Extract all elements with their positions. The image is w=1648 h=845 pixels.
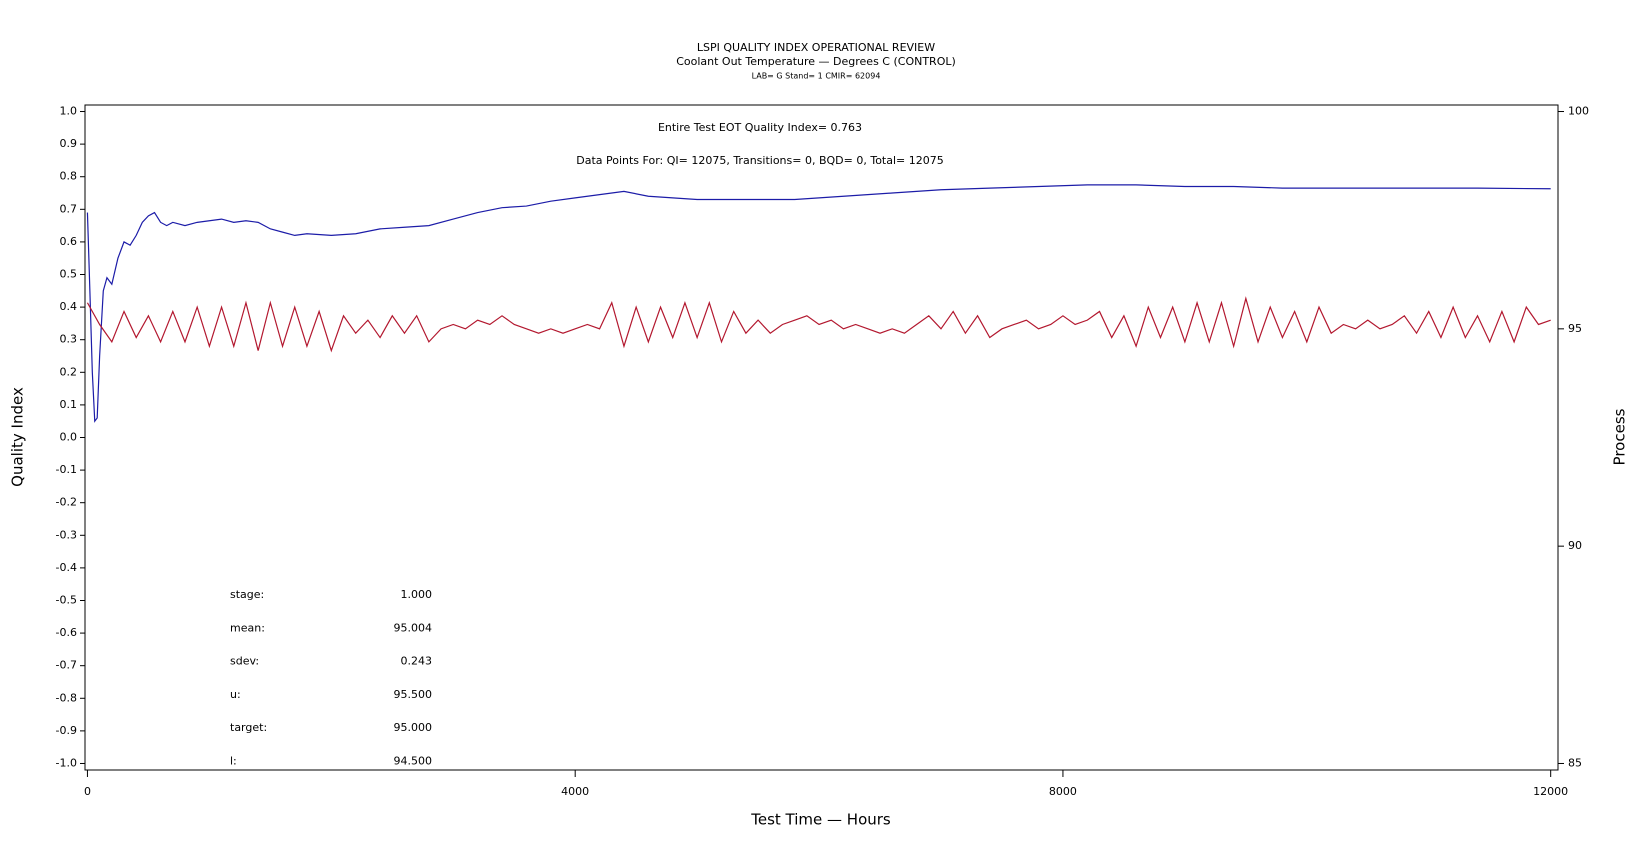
stat-value: 94.500 bbox=[394, 755, 433, 768]
y2-tick-label: 85 bbox=[1568, 756, 1582, 769]
y-axis-label: Quality Index bbox=[9, 387, 27, 487]
annotation: Data Points For: QI= 12075, Transitions=… bbox=[576, 154, 944, 167]
y-tick-label: -0.2 bbox=[56, 496, 77, 509]
y-tick-label: -0.8 bbox=[56, 691, 77, 704]
series-line bbox=[86, 296, 1551, 353]
y-tick-label: 0.6 bbox=[60, 235, 78, 248]
stat-label: sdev: bbox=[230, 655, 259, 668]
stat-value: 1.000 bbox=[401, 588, 433, 601]
y-tick-label: 0.0 bbox=[60, 431, 78, 444]
stat-label: stage: bbox=[230, 588, 264, 601]
x-tick-label: 12000 bbox=[1533, 785, 1568, 798]
y2-tick-label: 90 bbox=[1568, 539, 1582, 552]
y2-tick-label: 95 bbox=[1568, 322, 1582, 335]
chart-subtitle: Coolant Out Temperature — Degrees C (CON… bbox=[676, 55, 956, 68]
y-tick-label: 0.1 bbox=[60, 398, 78, 411]
stat-label: l: bbox=[230, 755, 237, 768]
stat-value: 0.243 bbox=[401, 655, 433, 668]
y-tick-label: -0.9 bbox=[56, 724, 77, 737]
x-axis-label: Test Time — Hours bbox=[750, 811, 891, 829]
y-tick-label: 0.4 bbox=[60, 300, 78, 313]
y-tick-label: -0.4 bbox=[56, 561, 77, 574]
stat-label: u: bbox=[230, 688, 241, 701]
y-tick-label: -0.6 bbox=[56, 626, 77, 639]
y-tick-label: -1.0 bbox=[56, 756, 77, 769]
stat-label: mean: bbox=[230, 621, 265, 634]
chart-subtitle: LAB= G Stand= 1 CMIR= 62094 bbox=[752, 72, 881, 81]
y-tick-label: -0.1 bbox=[56, 463, 77, 476]
y-tick-label: -0.5 bbox=[56, 593, 77, 606]
y-tick-label: 0.3 bbox=[60, 333, 78, 346]
y-tick-label: 1.0 bbox=[60, 105, 78, 118]
stat-value: 95.500 bbox=[394, 688, 433, 701]
x-tick-label: 4000 bbox=[561, 785, 589, 798]
stat-value: 95.000 bbox=[394, 721, 433, 734]
y-tick-label: 0.8 bbox=[60, 170, 78, 183]
y-tick-label: 0.7 bbox=[60, 202, 78, 215]
chart-title: LSPI QUALITY INDEX OPERATIONAL REVIEW bbox=[697, 41, 935, 54]
series-line bbox=[86, 184, 1551, 423]
y-tick-label: -0.3 bbox=[56, 528, 77, 541]
y-tick-label: -0.7 bbox=[56, 659, 77, 672]
plot-frame bbox=[84, 104, 1559, 771]
x-tick-label: 0 bbox=[84, 785, 91, 798]
y-tick-label: 0.5 bbox=[60, 268, 78, 281]
y-tick-label: 0.2 bbox=[60, 365, 78, 378]
annotation: Entire Test EOT Quality Index= 0.763 bbox=[658, 121, 862, 134]
stat-label: target: bbox=[230, 721, 267, 734]
y2-axis-label: Process bbox=[1611, 408, 1629, 465]
x-tick-label: 8000 bbox=[1049, 785, 1077, 798]
y-tick-label: 0.9 bbox=[60, 137, 78, 150]
y2-tick-label: 100 bbox=[1568, 105, 1589, 118]
stat-value: 95.004 bbox=[394, 621, 433, 634]
